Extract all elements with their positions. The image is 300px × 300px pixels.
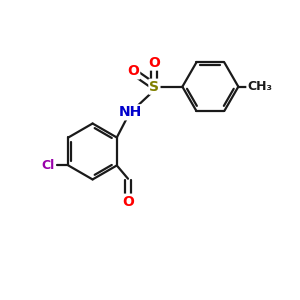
Text: O: O [127, 64, 139, 78]
Text: S: S [149, 80, 159, 94]
Text: Cl: Cl [41, 159, 54, 172]
Text: CH₃: CH₃ [247, 80, 272, 93]
Text: NH: NH [119, 105, 142, 119]
Text: O: O [122, 195, 134, 209]
Text: O: O [148, 56, 160, 70]
